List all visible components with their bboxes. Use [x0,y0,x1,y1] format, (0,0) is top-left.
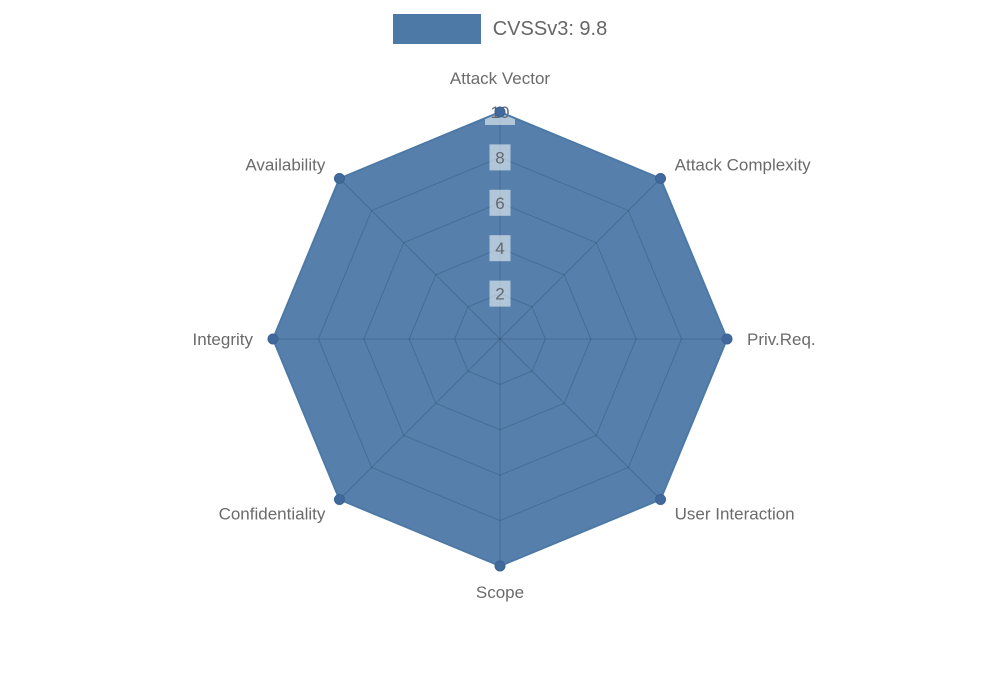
tick-label: 4 [495,239,504,258]
radar-grid-ring [317,156,683,522]
axis-label-attack-complexity: Attack Complexity [675,155,812,174]
data-point [494,106,506,118]
data-point [494,560,506,572]
tick-label: 2 [495,285,504,304]
tick-label-box [489,189,511,216]
data-point [333,172,345,184]
radar-series-area [273,112,727,566]
radar-axis-line [339,178,501,340]
tick-label-box [489,235,511,262]
radar-axis-line [499,338,661,500]
radar-grid-ring [454,293,546,385]
data-point [655,172,667,184]
data-point [721,333,733,345]
legend[interactable]: CVSSv3: 9.8 [0,14,1000,44]
axis-label-attack-vector: Attack Vector [450,69,550,88]
radar-grid-ring [408,247,592,431]
axis-label-scope: Scope [476,583,524,602]
radar-grid-ring [363,202,637,476]
data-point [267,333,279,345]
tick-label-box [489,280,511,307]
data-point [333,494,345,506]
radar-axis-line [499,178,661,340]
legend-swatch [392,14,481,44]
radar-axis-line [339,338,501,500]
data-point [655,494,667,506]
tick-label: 6 [495,194,504,213]
axis-label-priv-req-: Priv.Req. [747,330,816,349]
legend-label: CVSSv3: 9.8 [492,18,608,40]
axis-label-integrity: Integrity [193,330,254,349]
tick-label: 8 [495,148,504,167]
axis-label-availability: Availability [245,155,326,174]
tick-label-box [489,144,511,171]
axis-label-user-interaction: User Interaction [675,505,795,524]
axis-label-confidentiality: Confidentiality [219,505,326,524]
